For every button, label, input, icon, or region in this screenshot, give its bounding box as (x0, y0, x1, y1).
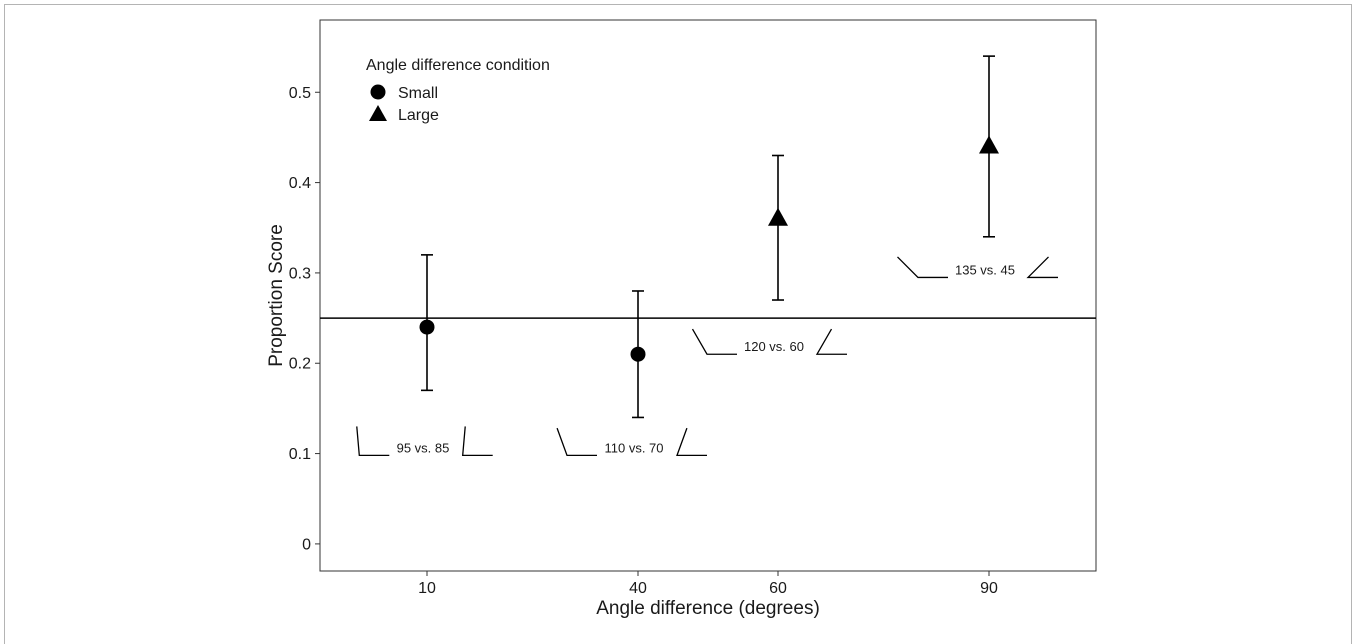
legend-key-triangle (369, 105, 387, 121)
angle-pair-label: 120 vs. 60 (744, 339, 804, 354)
data-point-group (630, 290, 646, 419)
data-point-circle (630, 346, 646, 362)
x-tick-label: 90 (980, 580, 998, 597)
angle-pair-label: 110 vs. 70 (604, 440, 663, 455)
y-tick-label: 0.3 (289, 265, 311, 282)
legend-key-circle (370, 84, 386, 100)
y-tick-label: 0.1 (289, 446, 311, 463)
legend-title: Angle difference condition (366, 57, 550, 74)
angle-glyph-right (676, 427, 707, 457)
angle-glyph-right (815, 328, 847, 355)
x-axis-title: Angle difference (degrees) (596, 598, 820, 619)
angle-glyph-left (356, 426, 390, 457)
y-tick-label: 0.5 (289, 85, 311, 102)
angle-glyph-left (691, 328, 737, 355)
legend: Angle difference condition Small Large (366, 57, 550, 124)
angle-pair-label: 135 vs. 45 (955, 262, 1015, 277)
data-point-triangle (768, 207, 788, 226)
angle-annotation: 135 vs. 45 (897, 256, 1058, 279)
angle-glyph-right (1026, 256, 1058, 279)
y-tick-label: 0.4 (289, 175, 311, 192)
angle-annotation: 110 vs. 70 (556, 427, 707, 457)
y-tick-label: 0 (302, 536, 311, 553)
plot-area (319, 19, 1097, 572)
angle-glyph-left (556, 427, 597, 457)
y-axis-title: Proportion Score (266, 224, 287, 367)
x-tick-label: 40 (629, 580, 647, 597)
angle-glyph-left (897, 256, 948, 279)
legend-label-small: Small (398, 85, 438, 102)
x-tick-label: 10 (418, 580, 436, 597)
data-point-circle (419, 319, 435, 335)
data-point-group (768, 154, 788, 301)
data-series (419, 55, 999, 419)
plot-border (319, 19, 1097, 572)
angle-pair-label: 95 vs. 85 (397, 440, 450, 455)
data-point-triangle (979, 135, 999, 154)
angle-annotation: 95 vs. 85 (356, 426, 493, 457)
angle-annotations: 95 vs. 85 110 vs. 70 120 vs. 60 135 vs. 45 (356, 256, 1058, 457)
angle-glyph-right (461, 426, 493, 457)
x-tick-label: 60 (769, 580, 787, 597)
data-point-group (979, 55, 999, 238)
angle-annotation: 120 vs. 60 (691, 328, 847, 355)
figure-frame (4, 4, 1352, 644)
legend-label-large: Large (398, 107, 439, 124)
axes: Angle difference (degrees) Proportion Sc… (266, 85, 998, 619)
y-tick-label: 0.2 (289, 356, 311, 373)
data-point-group (419, 254, 435, 392)
